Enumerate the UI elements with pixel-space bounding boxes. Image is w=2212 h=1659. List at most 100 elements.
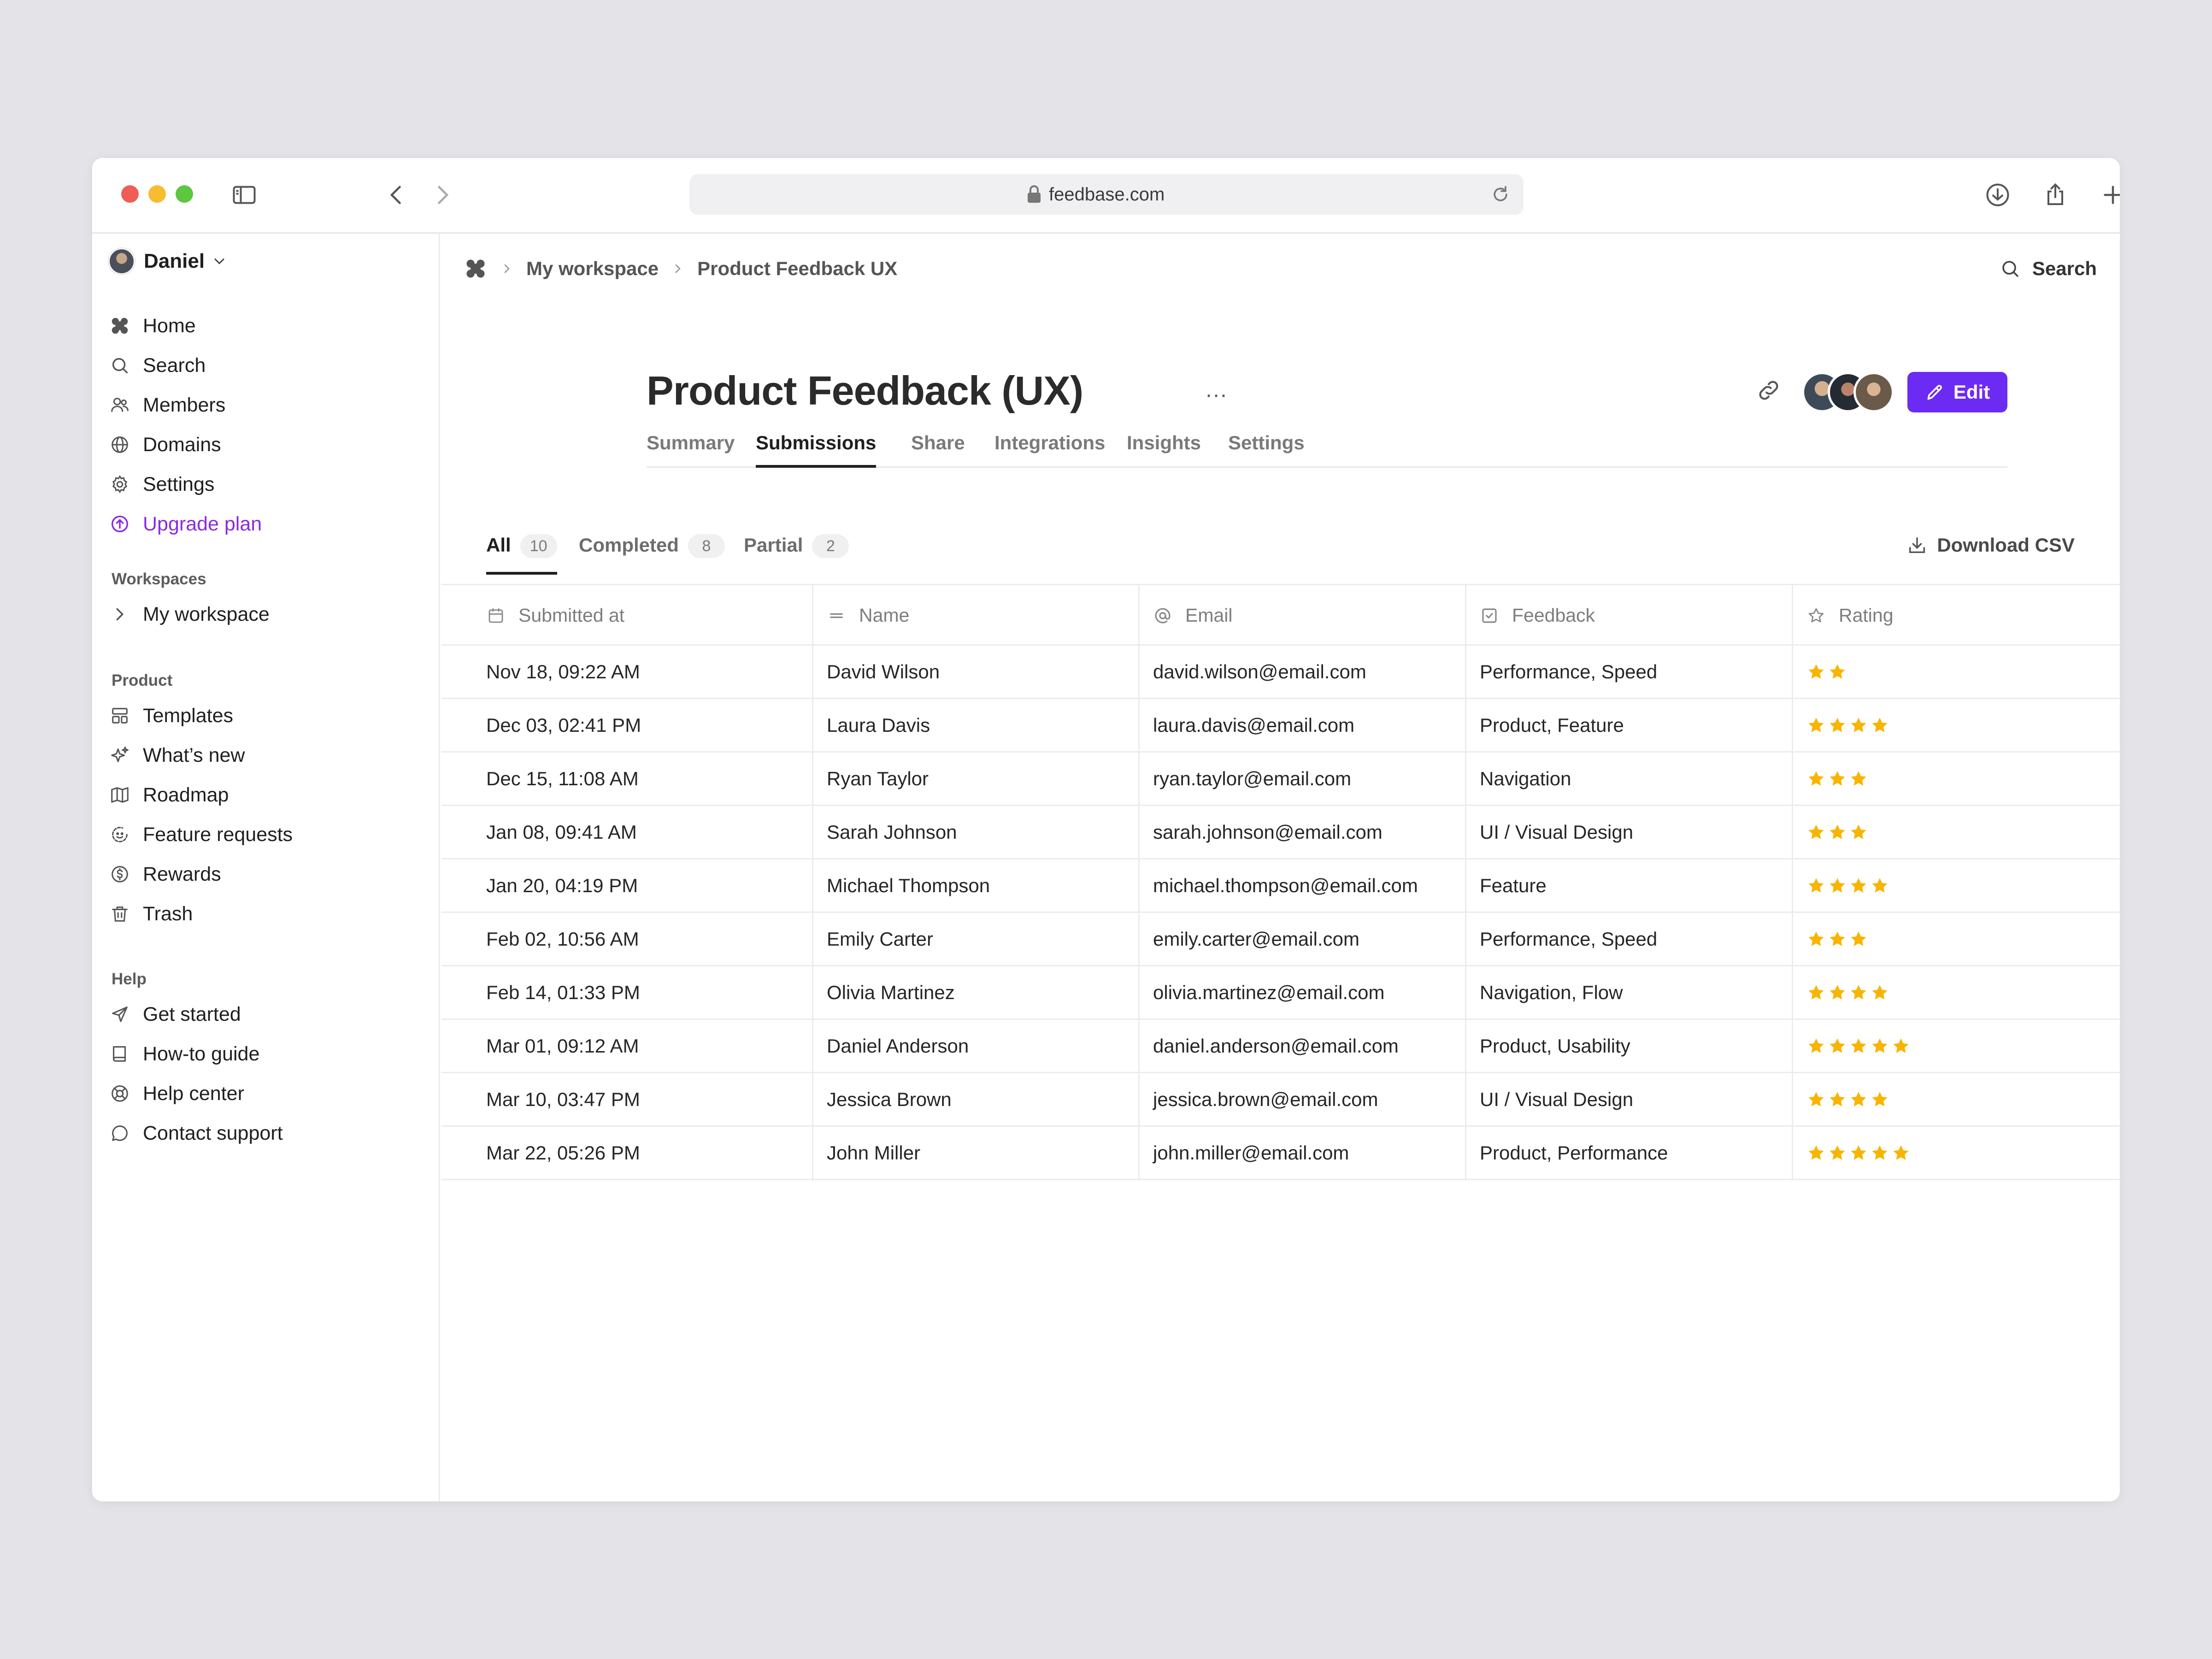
cell-rating bbox=[1806, 1073, 1891, 1125]
top-search-button[interactable]: Search bbox=[1999, 252, 2097, 285]
user-menu[interactable]: Daniel bbox=[109, 247, 228, 276]
sidebar-item-upgrade-plan[interactable]: Upgrade plan bbox=[109, 507, 262, 541]
column-header-feedback[interactable]: Feedback bbox=[1480, 585, 1595, 646]
back-icon[interactable] bbox=[382, 181, 410, 209]
help-section-label: Help bbox=[112, 970, 147, 988]
filter-partial[interactable]: Partial 2 bbox=[744, 529, 849, 575]
filter-all[interactable]: All 10 bbox=[486, 529, 557, 575]
star-icon bbox=[1808, 877, 1824, 893]
star-icon bbox=[1830, 1145, 1845, 1160]
sidebar-item-trash[interactable]: Trash bbox=[109, 897, 193, 930]
downloads-icon[interactable] bbox=[1984, 181, 2012, 209]
cell-rating bbox=[1806, 1127, 1912, 1179]
sidebar-item-whats-new[interactable]: What’s new bbox=[109, 739, 245, 772]
sidebar-item-rewards[interactable]: Rewards bbox=[109, 858, 221, 891]
sidebar-item-help-center[interactable]: Help center bbox=[109, 1077, 244, 1110]
breadcrumb-current-page[interactable]: Product Feedback UX bbox=[697, 258, 898, 279]
star-icon bbox=[1872, 984, 1888, 1000]
star-icon bbox=[1872, 1091, 1888, 1106]
address-bar[interactable]: feedbase.com bbox=[689, 174, 1524, 215]
new-tab-icon[interactable] bbox=[2099, 181, 2120, 209]
table-row[interactable]: Jan 20, 04:19 PM Michael Thompson michael.… bbox=[441, 859, 2120, 913]
tab-insights[interactable]: Insights bbox=[1127, 432, 1201, 453]
copy-link-icon[interactable] bbox=[1756, 377, 1782, 403]
star-icon bbox=[1851, 1145, 1866, 1160]
close-window-button[interactable] bbox=[121, 185, 139, 203]
column-header-rating[interactable]: Rating bbox=[1806, 585, 1894, 646]
star-icon bbox=[1808, 1145, 1824, 1160]
forward-icon[interactable] bbox=[429, 181, 456, 209]
globe-icon bbox=[109, 434, 131, 456]
star-icon bbox=[1851, 931, 1866, 946]
more-options-button[interactable]: ··· bbox=[1205, 382, 1227, 407]
tab-summary[interactable]: Summary bbox=[647, 432, 735, 453]
sidebar-item-home[interactable]: Home bbox=[109, 309, 196, 342]
minimize-window-button[interactable] bbox=[148, 185, 166, 203]
breadcrumb-workspace-link[interactable]: My workspace bbox=[526, 258, 659, 279]
star-icon bbox=[1808, 824, 1824, 839]
sidebar-toggle-icon[interactable] bbox=[230, 181, 258, 209]
sidebar-item-feature-requests[interactable]: Feature requests bbox=[109, 818, 293, 851]
sidebar-item-my-workspace[interactable]: My workspace bbox=[109, 598, 270, 631]
download-csv-button[interactable]: Download CSV bbox=[1906, 529, 2075, 562]
sidebar-item-domains[interactable]: Domains bbox=[109, 428, 221, 461]
cell-email: daniel.anderson@email.com bbox=[1153, 1035, 1399, 1057]
cell-rating bbox=[1806, 859, 1891, 912]
table-row[interactable]: Mar 01, 09:12 AM Daniel Anderson daniel.an… bbox=[441, 1020, 2120, 1073]
cell-rating bbox=[1806, 1020, 1912, 1072]
table-header: Submitted at Name Email Feedback Rating bbox=[441, 584, 2120, 646]
column-header-submitted-at[interactable]: Submitted at bbox=[486, 585, 624, 646]
cell-feedback: Product, Performance bbox=[1480, 1141, 1668, 1164]
table-row[interactable]: Dec 15, 11:08 AM Ryan Taylor ryan.taylor@e… bbox=[441, 753, 2120, 806]
table-row[interactable]: Feb 14, 01:33 PM Olivia Martinez olivia.ma… bbox=[441, 966, 2120, 1020]
tab-submissions[interactable]: Submissions bbox=[756, 426, 877, 468]
filter-count-badge: 8 bbox=[688, 534, 725, 558]
column-header-label: Rating bbox=[1839, 605, 1894, 626]
table-row[interactable]: Nov 18, 09:22 AM David Wilson david.wilson… bbox=[441, 646, 2120, 699]
filter-completed[interactable]: Completed 8 bbox=[579, 529, 725, 575]
chevron-right-icon bbox=[109, 603, 131, 625]
tab-settings[interactable]: Settings bbox=[1228, 432, 1305, 453]
sidebar-item-templates[interactable]: Templates bbox=[109, 699, 233, 732]
table-row[interactable]: Mar 10, 03:47 PM Jessica Brown jessica.bro… bbox=[441, 1073, 2120, 1127]
sidebar-item-how-to-guide[interactable]: How-to guide bbox=[109, 1037, 259, 1071]
table-row[interactable]: Mar 22, 05:26 PM John Miller john.miller@e… bbox=[441, 1127, 2120, 1180]
feature-request-icon bbox=[109, 824, 131, 846]
filter-count-badge: 2 bbox=[812, 534, 849, 558]
sidebar-item-label: Feature requests bbox=[143, 823, 293, 846]
maximize-window-button[interactable] bbox=[176, 185, 193, 203]
workspace-logo-icon[interactable] bbox=[464, 257, 488, 281]
edit-button[interactable]: Edit bbox=[1907, 372, 2007, 412]
avatar bbox=[109, 248, 135, 274]
cell-feedback: UI / Visual Design bbox=[1480, 1088, 1634, 1110]
sidebar-item-roadmap[interactable]: Roadmap bbox=[109, 778, 229, 812]
column-divider bbox=[1138, 584, 1140, 1181]
download-icon bbox=[1909, 537, 1925, 553]
table-row[interactable]: Feb 02, 10:56 AM Emily Carter emily.carter… bbox=[441, 913, 2120, 966]
column-header-name[interactable]: Name bbox=[827, 585, 909, 646]
send-icon bbox=[109, 1003, 131, 1025]
tab-share[interactable]: Share bbox=[911, 432, 965, 453]
tab-integrations[interactable]: Integrations bbox=[994, 432, 1106, 453]
url-text: feedbase.com bbox=[1049, 184, 1165, 205]
cell-submitted-at: Nov 18, 09:22 AM bbox=[486, 660, 640, 682]
browser-window: feedbase.com Daniel Home Search bbox=[92, 158, 2120, 1501]
star-icon bbox=[1808, 717, 1824, 732]
cell-email: david.wilson@email.com bbox=[1153, 660, 1366, 682]
sidebar-item-members[interactable]: Members bbox=[109, 388, 225, 422]
sidebar-item-search[interactable]: Search bbox=[109, 349, 206, 382]
reload-icon[interactable] bbox=[1490, 184, 1511, 205]
table-row[interactable]: Jan 08, 09:41 AM Sarah Johnson sarah.johns… bbox=[441, 806, 2120, 859]
table-row[interactable]: Dec 03, 02:41 PM Laura Davis laura.davis@e… bbox=[441, 699, 2120, 753]
share-icon[interactable] bbox=[2041, 181, 2069, 209]
sidebar-item-settings[interactable]: Settings bbox=[109, 468, 214, 501]
cell-email: olivia.martinez@email.com bbox=[1153, 981, 1385, 1003]
star-icon bbox=[1808, 1091, 1824, 1106]
cell-feedback: Product, Feature bbox=[1480, 714, 1624, 736]
star-icon bbox=[1851, 877, 1866, 893]
sidebar-item-label: Rewards bbox=[143, 863, 221, 885]
sidebar-item-contact-support[interactable]: Contact support bbox=[109, 1117, 283, 1150]
sidebar-item-label: Members bbox=[143, 394, 226, 416]
column-header-email[interactable]: Email bbox=[1153, 585, 1233, 646]
sidebar-item-get-started[interactable]: Get started bbox=[109, 998, 241, 1031]
